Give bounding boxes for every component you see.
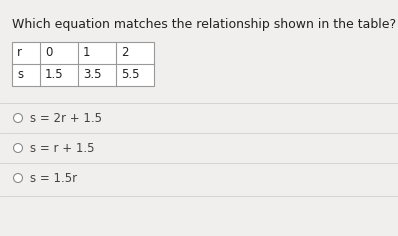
- Text: Which equation matches the relationship shown in the table?: Which equation matches the relationship …: [12, 18, 396, 31]
- Text: 5.5: 5.5: [121, 68, 140, 81]
- Circle shape: [14, 173, 23, 182]
- Text: 3.5: 3.5: [83, 68, 101, 81]
- Text: s: s: [17, 68, 23, 81]
- Circle shape: [14, 143, 23, 152]
- Text: 0: 0: [45, 46, 53, 59]
- Text: 1: 1: [83, 46, 90, 59]
- Bar: [12, 42, 154, 86]
- Text: 2: 2: [121, 46, 129, 59]
- Text: 1.5: 1.5: [45, 68, 64, 81]
- Text: s = 1.5r: s = 1.5r: [30, 172, 77, 185]
- Text: s = r + 1.5: s = r + 1.5: [30, 142, 94, 155]
- Text: s = 2r + 1.5: s = 2r + 1.5: [30, 111, 102, 125]
- Circle shape: [14, 114, 23, 122]
- Text: r: r: [17, 46, 22, 59]
